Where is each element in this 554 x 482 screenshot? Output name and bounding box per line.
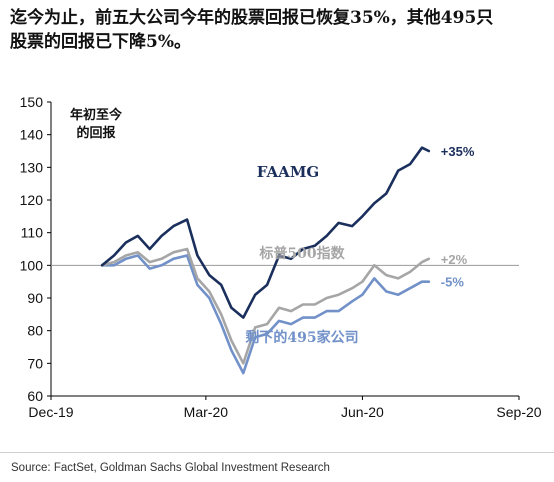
y-tick-label: 60 [27,388,43,404]
series-group [100,146,431,375]
series-line-rest495 [100,254,431,375]
headline-line-1: 迄今为止，前五大公司今年的股票回报已恢复35%，其他495只 [10,8,494,28]
x-tick-label: Dec-19 [28,404,73,420]
x-axis: Dec-19 Mar-20 Jun-20 Sep-20 [28,395,542,420]
line-chart: 60 70 80 90 100 110 120 130 140 150 Dec-19 Mar-20 J… [20,94,542,420]
series-line-faamg [100,146,431,319]
source-note: Source: FactSet, Goldman Sachs Global In… [11,462,330,474]
series-name-sp500: 标普500指数 [258,245,345,262]
chart-title-line: 年初至今 [70,107,123,123]
y-tick-label: 90 [27,290,43,306]
series-end-label-faamg: +35% [441,144,475,159]
x-tick-label: Sep-20 [496,404,541,420]
y-tick-label: 70 [27,355,43,371]
x-tick-label: Mar-20 [184,404,229,420]
source-divider [0,452,554,453]
y-tick-label: 100 [20,257,44,273]
y-tick-label: 110 [21,225,44,241]
series-name-rest495: 剩下的495家公司 [245,329,358,346]
series-end-label-sp500: +2% [441,252,468,267]
series-labels: FAAMG +35% 标普500指数 +2% 剩下的495家公司 -5% [245,144,474,346]
x-tick-label: Jun-20 [341,404,384,420]
headline-line-2: 股票的回报已下降5%。 [10,32,191,52]
headline: 迄今为止，前五大公司今年的股票回报已恢复35%，其他495只 股票的回报已下降5… [10,6,550,54]
y-tick-label: 80 [27,323,43,339]
y-tick-label: 140 [20,127,44,143]
y-tick-label: 150 [20,94,44,110]
y-tick-label: 120 [20,192,44,208]
chart-title-line: 的回报 [76,125,116,141]
series-name-faamg: FAAMG [257,163,319,181]
y-axis: 60 70 80 90 100 110 120 130 140 150 [20,94,52,404]
series-end-label-rest495: -5% [441,275,465,290]
series-line-sp500 [100,247,431,365]
y-tick-label: 130 [20,159,44,175]
